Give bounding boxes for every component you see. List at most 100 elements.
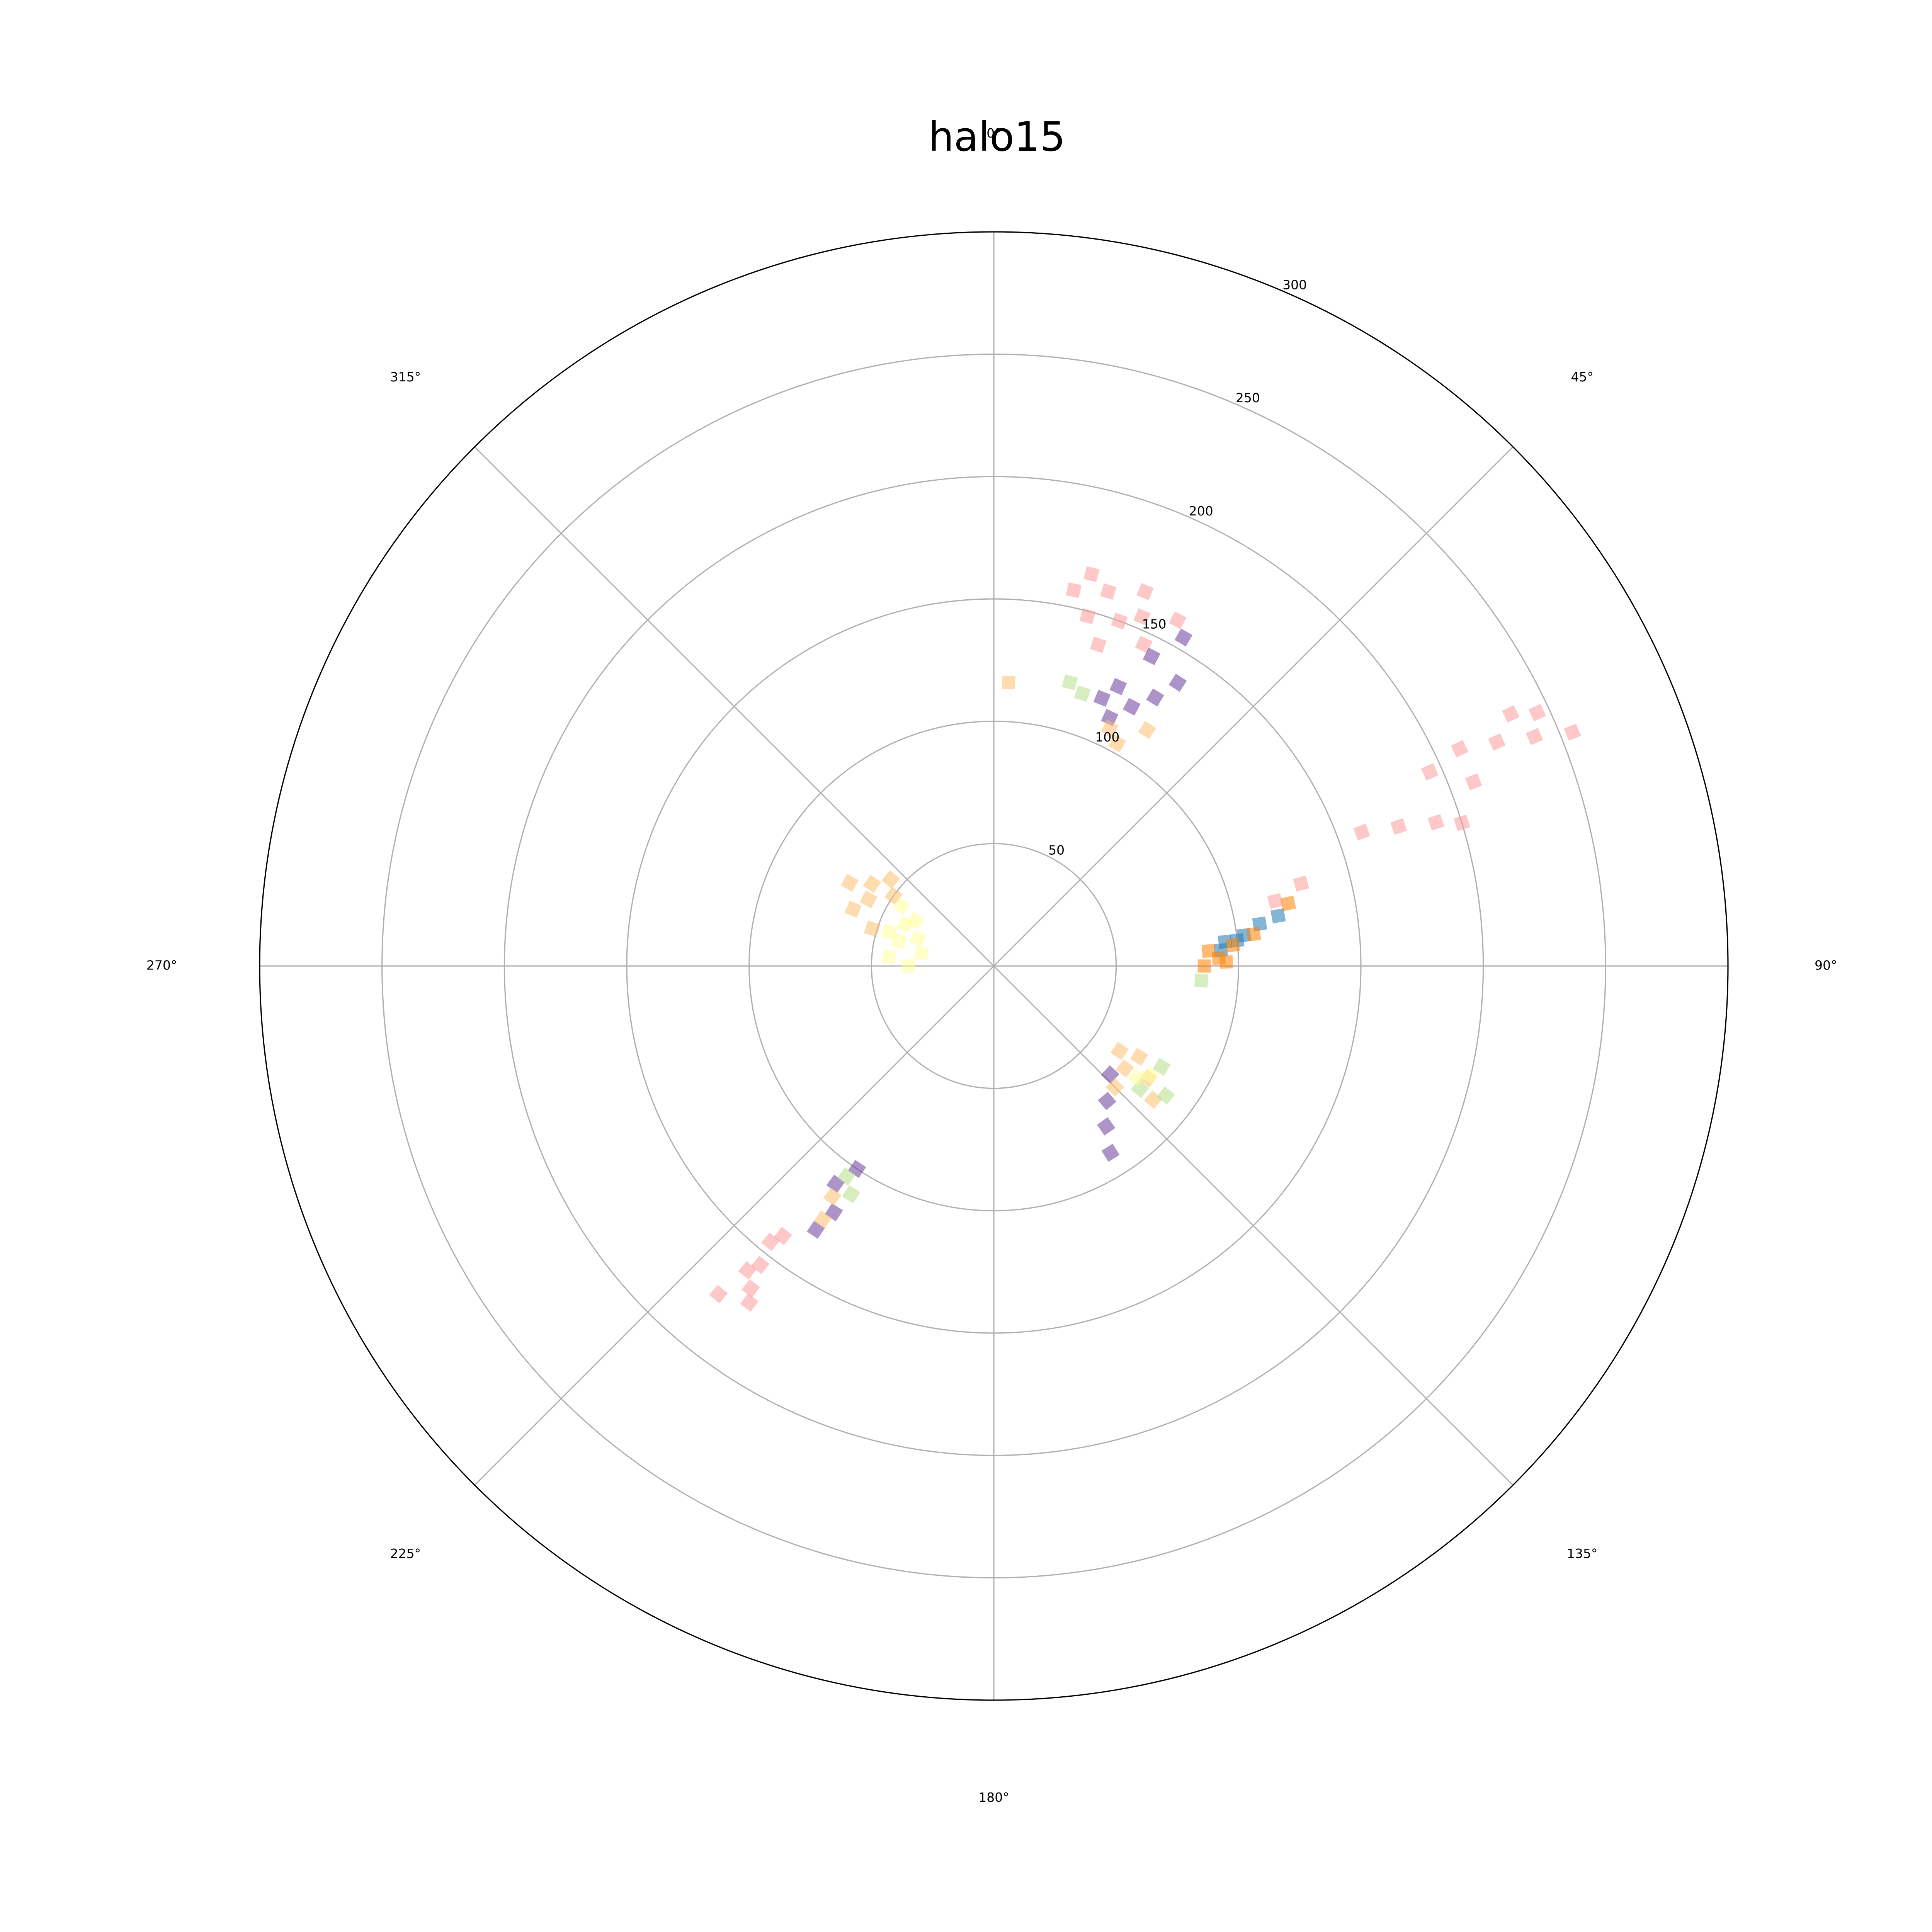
data-point-pink-9 — [1083, 566, 1100, 582]
data-point-orange-4 — [1246, 927, 1261, 942]
data-point-pink-27 — [709, 1285, 728, 1303]
data-point-pink-8 — [1168, 611, 1187, 629]
r-gridline-50 — [871, 843, 1117, 1089]
theta-tick-label-225: 225° — [390, 1546, 421, 1561]
data-point-orange-5 — [1219, 955, 1233, 969]
grid-layer — [259, 231, 1729, 1701]
data-point-pink-29 — [774, 1226, 792, 1245]
data-point-light_yellow-4 — [881, 923, 898, 940]
data-point-pink-22 — [1421, 763, 1439, 781]
tick-layer: 0° 45° 90° 135° 180° 225° 270° 315° 50 100 150 200 2… — [146, 126, 1837, 1805]
data-point-light_yellow-1 — [909, 930, 927, 947]
data-point-light_orange-13 — [1144, 1090, 1163, 1109]
data-point-light_orange-0 — [1002, 675, 1016, 690]
theta-tick-label-315: 315° — [390, 369, 421, 384]
data-point-light_yellow-6 — [892, 897, 911, 915]
data-point-purple-10 — [1097, 1117, 1116, 1136]
data-point-light_green-0 — [1061, 674, 1078, 690]
data-point-orange-2 — [1225, 938, 1240, 952]
r-tick-label-100: 100 — [1095, 730, 1119, 745]
data-point-pink-10 — [1451, 740, 1468, 758]
data-point-pink-5 — [1066, 582, 1082, 598]
theta-tick-label-45: 45° — [1571, 369, 1594, 384]
data-point-light_yellow-10 — [1127, 1068, 1146, 1087]
data-point-light_orange-11 — [1130, 1048, 1148, 1066]
data-point-light_green-5 — [1152, 1058, 1171, 1076]
data-point-pink-0 — [1100, 583, 1117, 600]
theta-tick-label-0: 0° — [986, 126, 1001, 141]
theta-tick-label-135: 135° — [1567, 1546, 1598, 1561]
data-point-purple-11 — [1101, 1143, 1120, 1162]
r-tick-label-200: 200 — [1189, 503, 1213, 519]
data-point-pink-20 — [1502, 705, 1520, 723]
data-point-light_green-1 — [1074, 685, 1091, 702]
data-point-light_yellow-5 — [906, 912, 925, 930]
data-point-pink-6 — [1090, 636, 1107, 653]
r-tick-label-50: 50 — [1048, 842, 1065, 857]
data-point-pink-17 — [1454, 815, 1470, 831]
data-point-light_orange-1 — [1101, 719, 1119, 737]
data-point-light_yellow-8 — [882, 949, 896, 964]
data-point-pink-21 — [1465, 773, 1482, 791]
data-point-light_orange-16 — [1110, 1041, 1129, 1060]
data-point-light_orange-14 — [1116, 1059, 1134, 1078]
points-layer — [709, 566, 1581, 1312]
data-point-pink-2 — [1133, 608, 1151, 626]
data-point-purple-6 — [1146, 688, 1164, 707]
data-point-pink-30 — [738, 1261, 757, 1280]
data-point-light_green-2 — [1194, 973, 1209, 988]
data-point-purple-9 — [1098, 1092, 1117, 1111]
outer-frame — [259, 231, 1729, 1701]
data-point-purple-0 — [1109, 678, 1127, 696]
data-point-pink-16 — [1428, 814, 1444, 831]
r-gridline-100 — [748, 721, 1239, 1211]
data-point-light_orange-2 — [1108, 734, 1126, 753]
r-tick-label-300: 300 — [1282, 277, 1307, 293]
data-point-light_green-6 — [842, 1185, 861, 1204]
data-point-light_orange-7 — [881, 870, 900, 889]
theta-tick-label-90: 90° — [1815, 958, 1837, 973]
data-point-light_orange-15 — [1105, 1078, 1124, 1097]
data-point-light_orange-18 — [823, 1187, 842, 1206]
data-point-light_orange-9 — [864, 920, 881, 937]
r-tick-label-250: 250 — [1236, 390, 1260, 405]
data-point-light_yellow-0 — [891, 932, 908, 949]
data-point-purple-7 — [1101, 709, 1119, 726]
r-gridline-250 — [381, 354, 1606, 1578]
data-point-light_orange-17 — [813, 1210, 832, 1229]
data-point-pink-14 — [1353, 823, 1371, 841]
data-point-light_orange-8 — [840, 874, 859, 892]
r-gridline-200 — [503, 476, 1484, 1456]
data-point-pink-15 — [1390, 818, 1407, 835]
data-point-pink-12 — [1526, 728, 1543, 745]
theta-tick-label-270: 270° — [146, 958, 177, 973]
theta-tick-label-180: 180° — [978, 1790, 1009, 1805]
r-tick-label-150: 150 — [1142, 616, 1167, 631]
data-point-pink-28 — [740, 1293, 759, 1312]
data-point-light_orange-4 — [844, 900, 862, 918]
data-point-light_orange-5 — [859, 890, 878, 908]
chart-title: halo15 — [929, 113, 1066, 160]
data-point-pink-13 — [1564, 723, 1581, 741]
data-point-purple-3 — [1093, 689, 1111, 707]
data-point-pink-23 — [1528, 704, 1546, 721]
data-point-light_yellow-3 — [914, 946, 929, 961]
data-point-light_orange-6 — [863, 874, 881, 893]
data-point-pink-11 — [1488, 733, 1506, 751]
data-point-pink-24 — [742, 1279, 760, 1298]
data-point-pink-19 — [1267, 893, 1283, 909]
data-point-pink-7 — [1136, 583, 1154, 600]
data-point-orange-3 — [1197, 959, 1211, 973]
data-point-light_green-7 — [837, 1167, 856, 1186]
data-point-purple-2 — [1174, 628, 1193, 647]
data-point-light_orange-3 — [1138, 721, 1156, 739]
data-point-pink-3 — [1079, 608, 1096, 624]
data-point-pink-1 — [1111, 612, 1128, 630]
data-point-purple-5 — [1168, 673, 1187, 692]
data-point-purple-4 — [1122, 697, 1141, 716]
data-point-light_yellow-7 — [901, 959, 915, 973]
data-point-light_yellow-9 — [1141, 1066, 1160, 1085]
data-point-blue-3 — [1270, 908, 1286, 923]
